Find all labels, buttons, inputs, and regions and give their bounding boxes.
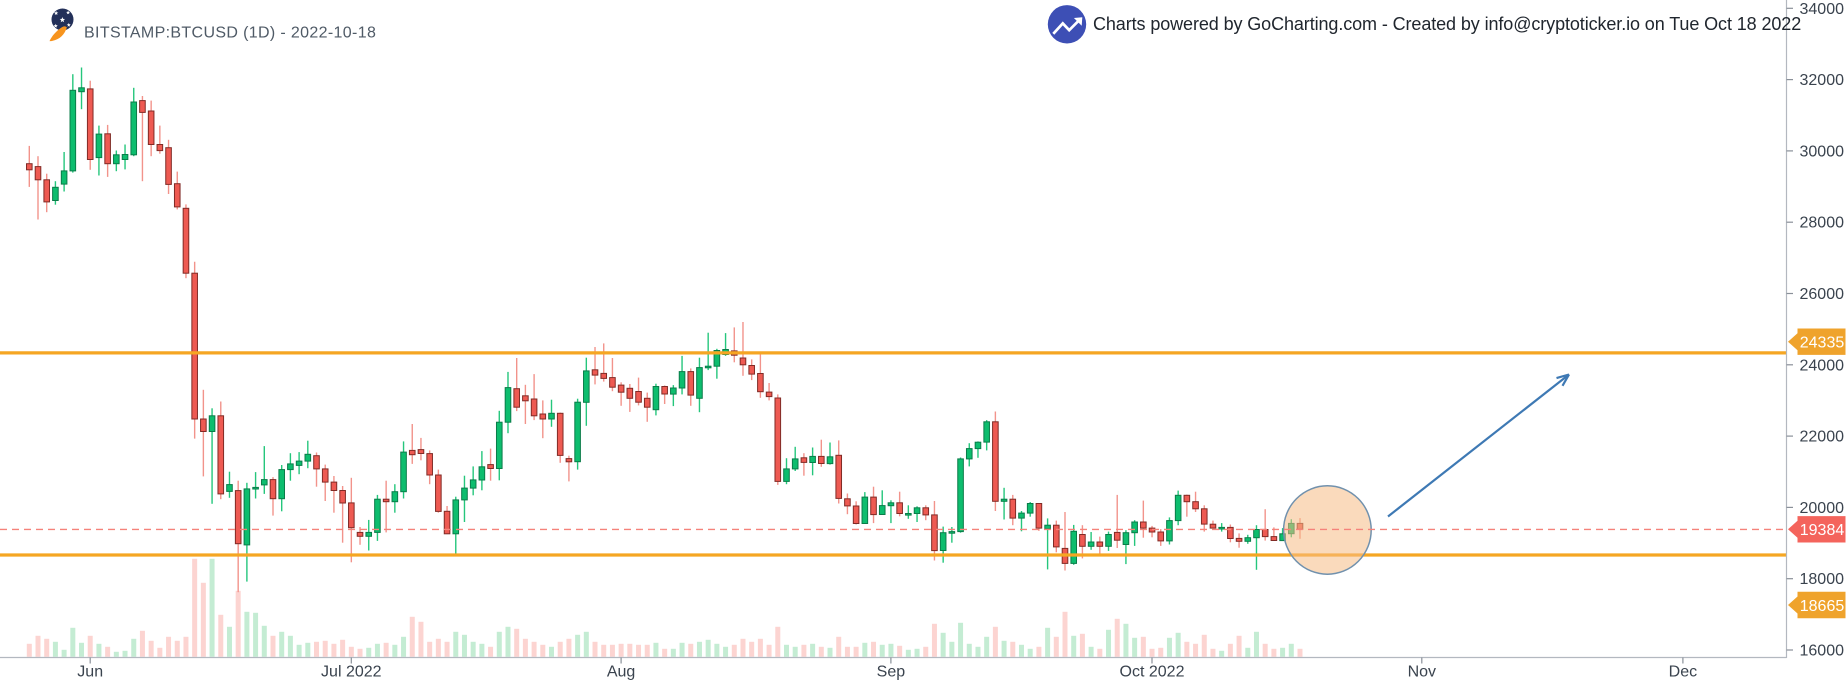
svg-text:Aug: Aug xyxy=(607,664,635,681)
svg-text:BITSTAMP:BTCUSD (1D) - 2022-10: BITSTAMP:BTCUSD (1D) - 2022-10-18 xyxy=(84,24,376,41)
svg-text:22000: 22000 xyxy=(1800,429,1845,446)
svg-text:30000: 30000 xyxy=(1800,143,1845,160)
svg-text:Sep: Sep xyxy=(877,664,906,681)
svg-text:Nov: Nov xyxy=(1408,664,1436,681)
svg-text:18000: 18000 xyxy=(1800,571,1845,588)
svg-text:Jun: Jun xyxy=(77,664,103,681)
svg-text:24335: 24335 xyxy=(1800,335,1845,352)
svg-text:19384: 19384 xyxy=(1800,522,1845,539)
svg-text:32000: 32000 xyxy=(1800,72,1845,89)
svg-text:24000: 24000 xyxy=(1800,357,1845,374)
svg-text:Jul 2022: Jul 2022 xyxy=(321,664,382,681)
svg-text:Dec: Dec xyxy=(1669,664,1697,681)
svg-text:26000: 26000 xyxy=(1800,286,1845,303)
svg-text:16000: 16000 xyxy=(1800,643,1845,660)
svg-text:34000: 34000 xyxy=(1800,1,1845,18)
svg-text:Charts powered by GoCharting.c: Charts powered by GoCharting.com - Creat… xyxy=(1093,14,1801,34)
svg-text:18665: 18665 xyxy=(1800,598,1845,615)
svg-text:28000: 28000 xyxy=(1800,215,1845,232)
svg-text:20000: 20000 xyxy=(1800,500,1845,517)
svg-text:Oct 2022: Oct 2022 xyxy=(1120,664,1185,681)
